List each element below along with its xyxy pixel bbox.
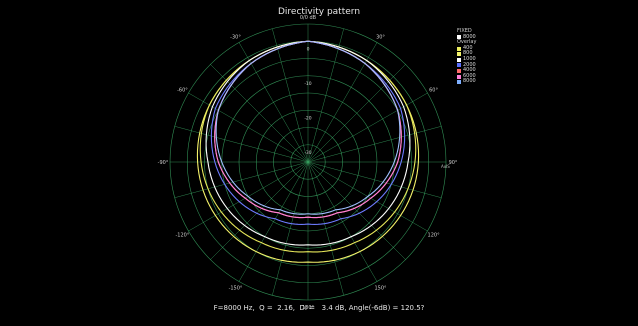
grid-spoke xyxy=(307,126,442,163)
angle-tick-label: 90° xyxy=(449,160,458,166)
grid-spoke xyxy=(307,28,344,163)
grid-spoke xyxy=(272,28,309,163)
grid-spoke xyxy=(210,64,309,163)
axis-side-label: AxIS xyxy=(441,164,450,169)
angle-tick-label: -30° xyxy=(230,34,241,40)
grid-spoke xyxy=(307,161,378,282)
grid-spoke xyxy=(174,161,309,198)
legend-swatch xyxy=(457,80,461,85)
angle-tick-label: -90° xyxy=(158,160,169,166)
grid-spoke xyxy=(307,64,406,163)
angle-tick-label: -60° xyxy=(177,88,188,94)
grid-spoke xyxy=(307,161,344,296)
legend-label: 400 xyxy=(463,44,473,51)
angle-tick-label: 180° xyxy=(302,305,315,311)
radial-tick-label: -10 xyxy=(304,81,311,87)
chart-title: Directivity pattern xyxy=(277,7,361,17)
legend-entry: 6000 xyxy=(457,72,476,80)
legend-entry: 8000 xyxy=(457,33,476,41)
grid-spoke xyxy=(307,161,442,198)
legend-swatch xyxy=(457,74,461,79)
grid-spoke xyxy=(272,161,309,296)
legend-entry: 8000 xyxy=(457,79,476,85)
series-line-8000 xyxy=(215,40,401,215)
legend-fixed-header: FIXED xyxy=(457,28,472,34)
legend-label: 8000 xyxy=(463,78,476,85)
grid-spoke xyxy=(238,161,309,282)
legend-swatch xyxy=(457,52,461,57)
grid-spoke xyxy=(210,161,309,260)
radial-tick-label: -20 xyxy=(304,115,311,121)
angle-tick-label: 60° xyxy=(429,88,438,94)
grid-spoke xyxy=(238,42,309,163)
legend: FIXED 8000 Overlay 400 800 1000 2000 4000 600… xyxy=(457,28,477,85)
legend-swatch xyxy=(457,63,461,68)
radial-tick-label: 0 xyxy=(307,46,310,52)
angle-tick-label: 120° xyxy=(428,233,441,239)
grid-spoke xyxy=(307,92,428,163)
legend-label: 2000 xyxy=(463,61,476,68)
grid-spoke xyxy=(174,126,309,163)
grid-spoke xyxy=(188,92,309,163)
legend-label: 6000 xyxy=(463,72,476,79)
legend-overlay-header: Overlay xyxy=(457,39,477,46)
angle-tick-label: 30° xyxy=(376,34,385,40)
legend-label: 4000 xyxy=(463,67,476,74)
legend-entry: 2000 xyxy=(457,61,476,69)
legend-swatch xyxy=(457,68,461,73)
grid-spoke xyxy=(307,42,378,163)
angle-tick-label: 150° xyxy=(374,286,387,292)
angle-tick-label: 0/0 dB xyxy=(300,15,317,21)
legend-entry: 400 xyxy=(457,44,476,52)
legend-entry: 1000 xyxy=(457,55,476,63)
legend-swatch xyxy=(457,57,461,62)
legend-entry: 800 xyxy=(457,51,476,57)
legend-swatch xyxy=(457,35,461,40)
legend-label: 800 xyxy=(463,50,473,57)
legend-swatch xyxy=(457,46,461,51)
angle-tick-label: -120° xyxy=(175,233,189,239)
legend-label: 1000 xyxy=(463,55,476,62)
info-line: F=8000 Hz, Q = 2.16, DI = 3.4 dB, Angle(… xyxy=(213,304,425,312)
legend-entry: 4000 xyxy=(457,68,476,74)
angle-tick-label: -150° xyxy=(229,286,243,292)
legend-label: 8000 xyxy=(463,33,476,40)
radial-tick-label: -30 xyxy=(304,150,311,156)
grid-spoke xyxy=(307,161,406,260)
